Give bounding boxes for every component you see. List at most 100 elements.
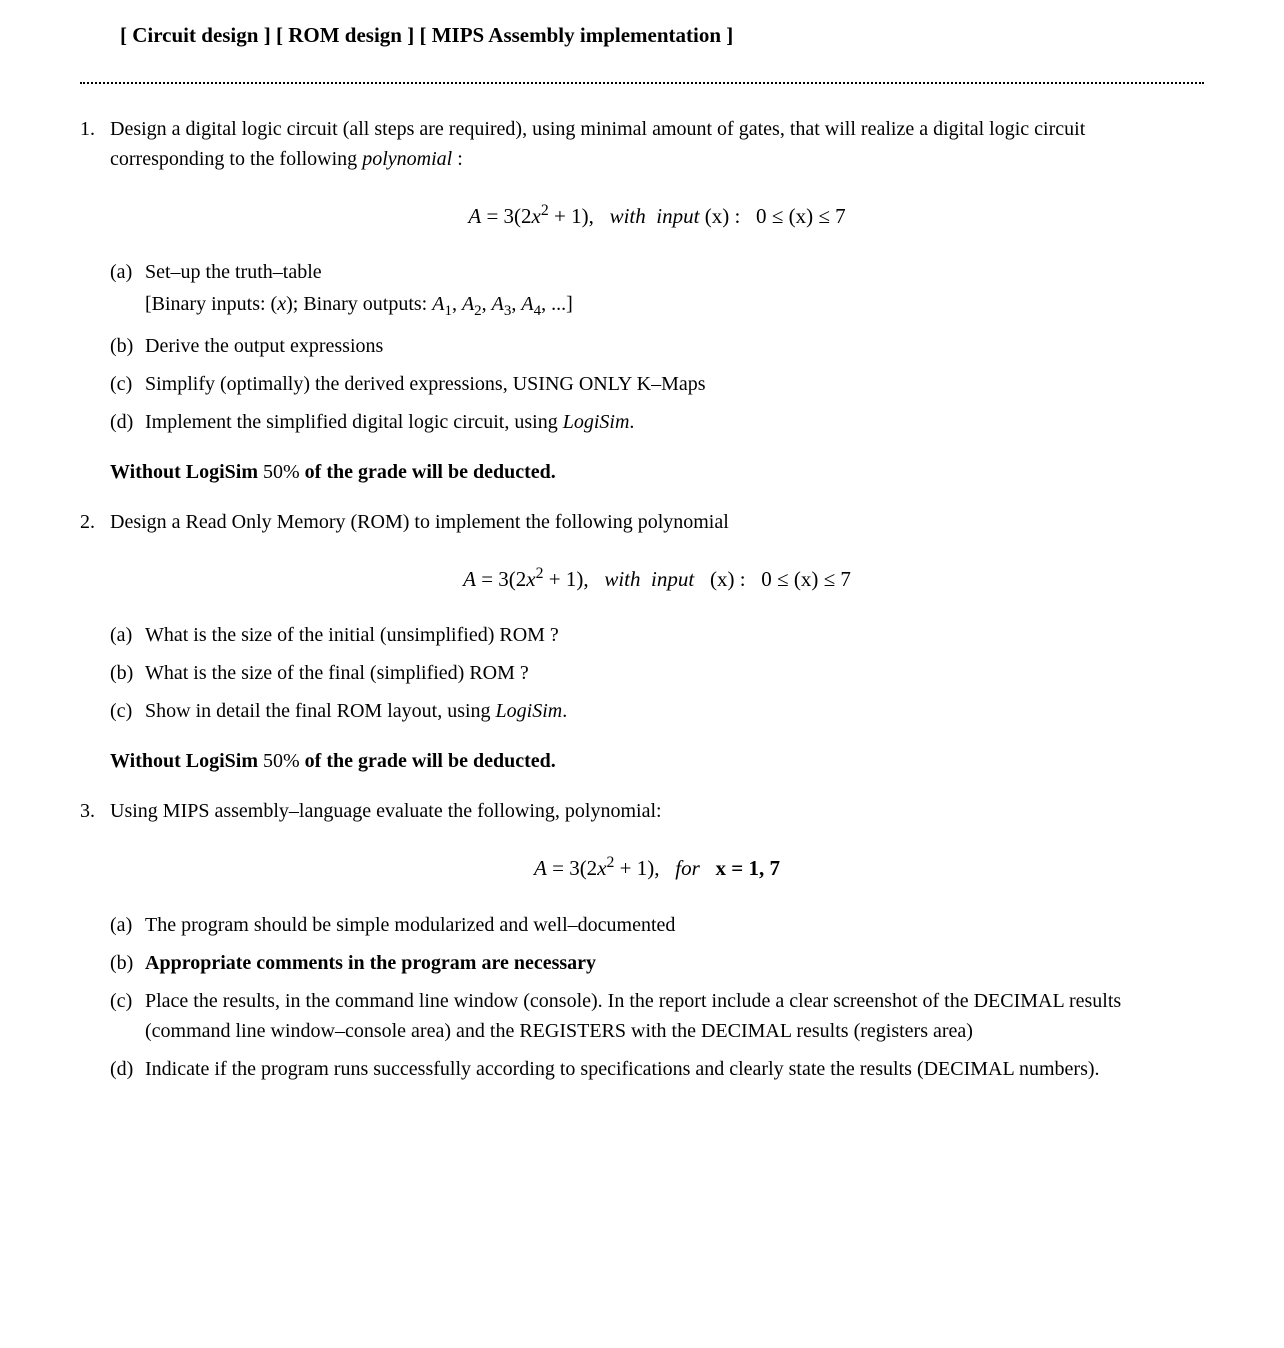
q1-eq-colon: : — [729, 204, 756, 228]
q2-warn-p1: Without LogiSim — [110, 750, 263, 772]
q2-eq-rhsend: + 1), — [544, 567, 589, 591]
q1-a-s1: 1 — [444, 303, 452, 319]
q1-d: Implement the simplified digital logic c… — [110, 407, 1204, 437]
q1-eq-rhsvar: x — [532, 204, 541, 228]
q2-warn-p2: of the grade will be deducted. — [300, 750, 556, 772]
q1-eq-with: with input — [594, 204, 705, 228]
q3-text-content: Using MIPS assembly–language evaluate th… — [110, 800, 662, 822]
q2-eq-inputvar: (x) — [710, 567, 735, 591]
q1-eq-rhsexp: 2 — [541, 202, 549, 219]
question-2: Design a Read Only Memory (ROM) to imple… — [80, 507, 1204, 777]
q1-text-part1: Design a digital logic circuit (all step… — [110, 118, 1085, 170]
dotted-divider — [80, 82, 1204, 84]
q2-eq-rhsvar: x — [526, 567, 535, 591]
question-list: Design a digital logic circuit (all step… — [80, 114, 1204, 1084]
q2-c: Show in detail the final ROM layout, usi… — [110, 696, 1204, 726]
q1-a: Set–up the truth–table [Binary inputs: (… — [110, 257, 1204, 323]
q1-a-a2: A — [462, 293, 474, 315]
q2-eq-rhsnum: 3(2 — [498, 567, 526, 591]
q2-b: What is the size of the final (simplifie… — [110, 658, 1204, 688]
q2-warn-pct: 50% — [263, 750, 300, 772]
header-tag-rom: [ ROM design ] — [276, 23, 414, 47]
q1-eq-rangevar: (x) — [789, 204, 814, 228]
header-tag-mips: [ MIPS Assembly implementation ] — [419, 23, 733, 47]
q3-c-text: Place the results, in the command line w… — [145, 990, 1121, 1042]
q1-text-part2: : — [452, 148, 463, 170]
q1-a-c3: , — [511, 293, 521, 315]
q2-warning: Without LogiSim 50% of the grade will be… — [110, 746, 1204, 776]
q3-d: Indicate if the program runs successfull… — [110, 1054, 1204, 1084]
q3-b-text: Appropriate comments in the program are … — [145, 952, 596, 974]
q2-eq-lhs: A — [463, 567, 476, 591]
q1-eq-inputvar: (x) — [705, 204, 730, 228]
q1-equation: A = 3(2x2 + 1), with input (x) : 0 ≤ (x)… — [110, 199, 1204, 233]
q3-b: Appropriate comments in the program are … — [110, 948, 1204, 978]
q2-c-italic: LogiSim — [496, 700, 563, 722]
q2-b-text: What is the size of the final (simplifie… — [145, 662, 529, 684]
q3-eq-rhsend: + 1), — [614, 856, 659, 880]
q1-d-part1: Implement the simplified digital logic c… — [145, 411, 563, 433]
q2-eq-rangevar: (x) — [794, 567, 819, 591]
q1-a-s4: 4 — [534, 303, 542, 319]
question-1: Design a digital logic circuit (all step… — [80, 114, 1204, 487]
q3-eq-for: for — [659, 856, 715, 880]
q1-a-text: Set–up the truth–table — [145, 261, 322, 283]
q1-a-open: [Binary inputs: ( — [145, 293, 277, 315]
q1-a-end: , ...] — [541, 293, 573, 315]
q1-eq-rhsend: + 1), — [549, 204, 594, 228]
q2-c-part1: Show in detail the final ROM layout, usi… — [145, 700, 496, 722]
q1-eq-rangelo: 0 ≤ — [756, 204, 789, 228]
q1-a-mid: ); Binary outputs: — [286, 293, 432, 315]
q3-d-text: Indicate if the program runs successfull… — [145, 1058, 1100, 1080]
q1-a-s2: 2 — [474, 303, 482, 319]
q2-a: What is the size of the initial (unsimpl… — [110, 620, 1204, 650]
q3-a-text: The program should be simple modularized… — [145, 914, 675, 936]
q1-eq-eq: = — [481, 204, 503, 228]
q1-c: Simplify (optimally) the derived express… — [110, 369, 1204, 399]
q3-eq-xlabel: x — [716, 856, 727, 880]
q3-sublist: The program should be simple modularized… — [110, 910, 1204, 1084]
q1-sublist: Set–up the truth–table [Binary inputs: (… — [110, 257, 1204, 437]
q1-a-var: x — [277, 293, 286, 315]
q2-text: Design a Read Only Memory (ROM) to imple… — [110, 507, 1204, 537]
header-tags: [ Circuit design ] [ ROM design ] [ MIPS… — [120, 20, 1204, 52]
q3-eq-rhsnum: 3(2 — [569, 856, 597, 880]
q1-eq-rhsnum: 3(2 — [504, 204, 532, 228]
q2-eq-rangelo: 0 ≤ — [761, 567, 794, 591]
q1-warn-p1: Without LogiSim — [110, 461, 263, 483]
question-3: Using MIPS assembly–language evaluate th… — [80, 796, 1204, 1084]
q2-c-part2: . — [562, 700, 567, 722]
q1-a-c1: , — [452, 293, 462, 315]
q1-b: Derive the output expressions — [110, 331, 1204, 361]
q3-a: The program should be simple modularized… — [110, 910, 1204, 940]
q2-eq-with: with input — [589, 567, 710, 591]
q1-c-text: Simplify (optimally) the derived express… — [145, 373, 706, 395]
q1-warn-p2: of the grade will be deducted. — [300, 461, 556, 483]
header-tag-circuit: [ Circuit design ] — [120, 23, 271, 47]
q1-a-a4: A — [521, 293, 533, 315]
q1-eq-rangehi: ≤ 7 — [813, 204, 846, 228]
q2-sublist: What is the size of the initial (unsimpl… — [110, 620, 1204, 726]
q2-eq-colon: : — [734, 567, 761, 591]
q2-eq-eq: = — [476, 567, 498, 591]
q3-eq-eq: = — [547, 856, 569, 880]
q2-equation: A = 3(2x2 + 1), with input (x) : 0 ≤ (x)… — [110, 562, 1204, 596]
q3-eq-xvals: 1, 7 — [748, 856, 780, 880]
q2-a-text: What is the size of the initial (unsimpl… — [145, 624, 559, 646]
q2-text-content: Design a Read Only Memory (ROM) to imple… — [110, 511, 729, 533]
q1-a-detail: [Binary inputs: (x); Binary outputs: A1,… — [145, 289, 1204, 323]
q3-equation: A = 3(2x2 + 1), for x = 1, 7 — [110, 851, 1204, 885]
q2-eq-rhsexp: 2 — [536, 565, 544, 582]
q3-text: Using MIPS assembly–language evaluate th… — [110, 796, 1204, 826]
q1-text-italic: polynomial — [362, 148, 452, 170]
q1-a-a1: A — [432, 293, 444, 315]
q3-eq-rhsvar: x — [597, 856, 606, 880]
q3-eq-xeq: = — [726, 856, 748, 880]
q1-d-part2: . — [629, 411, 634, 433]
q2-eq-rangehi: ≤ 7 — [818, 567, 851, 591]
q1-a-c2: , — [482, 293, 492, 315]
q1-a-a3: A — [492, 293, 504, 315]
q1-d-italic: LogiSim — [563, 411, 630, 433]
q1-warn-pct: 50% — [263, 461, 300, 483]
q1-eq-lhs: A — [468, 204, 481, 228]
